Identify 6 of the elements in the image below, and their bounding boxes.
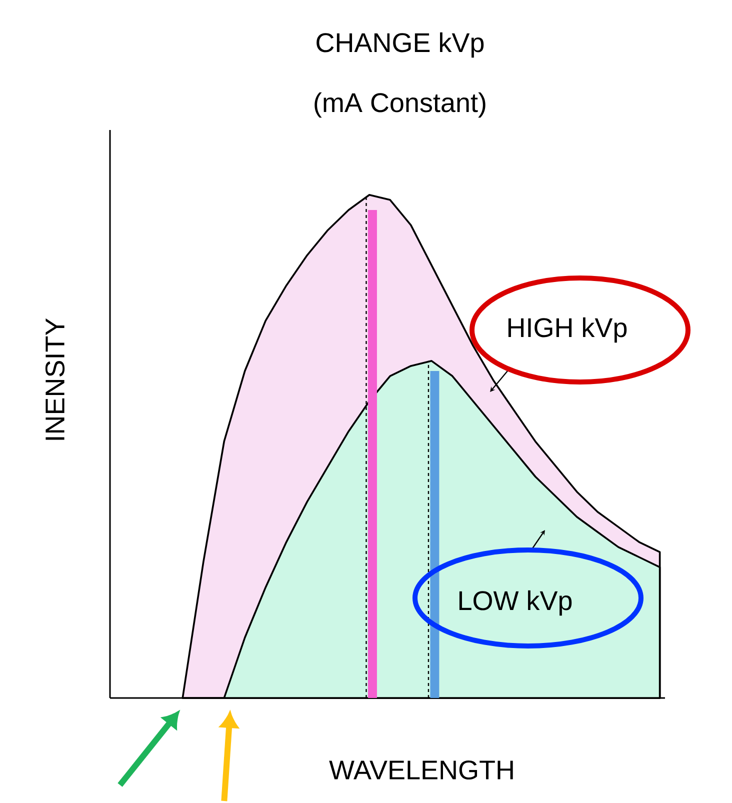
series-label: LOW kVp — [459, 590, 572, 616]
chart-title: CHANGE kVp — [316, 32, 484, 58]
chart-subtitle: (mA Constant) — [314, 92, 486, 118]
x-axis-title: WAVELENGTH — [329, 760, 513, 780]
y-axis-title: INENSITY — [45, 318, 65, 440]
series-label: HIGH kVp — [508, 317, 627, 343]
